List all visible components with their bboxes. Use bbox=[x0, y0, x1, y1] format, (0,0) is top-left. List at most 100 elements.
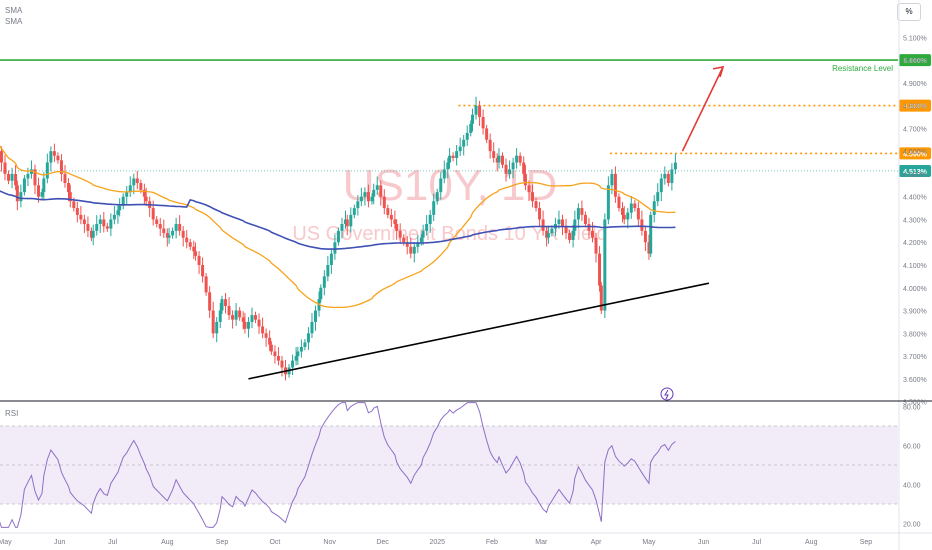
candle-body[interactable] bbox=[118, 205, 122, 211]
candle-body[interactable] bbox=[458, 146, 462, 152]
candle-body[interactable] bbox=[42, 178, 46, 193]
candle-body[interactable] bbox=[666, 173, 670, 184]
candle-body[interactable] bbox=[329, 253, 333, 265]
candle-body[interactable] bbox=[273, 351, 277, 357]
candle-body[interactable] bbox=[59, 160, 63, 174]
candle-body[interactable] bbox=[386, 208, 390, 215]
candle-body[interactable] bbox=[188, 242, 192, 247]
candle-body[interactable] bbox=[268, 337, 272, 345]
candle-body[interactable] bbox=[310, 321, 314, 334]
candle-body[interactable] bbox=[19, 192, 23, 202]
candle-body[interactable] bbox=[504, 164, 508, 174]
candle-body[interactable] bbox=[576, 208, 580, 220]
candle-body[interactable] bbox=[629, 203, 633, 213]
candle-body[interactable] bbox=[448, 155, 452, 163]
candle-body[interactable] bbox=[95, 224, 99, 231]
candle-body[interactable] bbox=[594, 237, 598, 254]
candle-body[interactable] bbox=[636, 208, 640, 220]
candle-body[interactable] bbox=[116, 210, 120, 215]
candle-body[interactable] bbox=[128, 185, 132, 193]
candle-body[interactable] bbox=[531, 192, 535, 202]
candle-body[interactable] bbox=[546, 233, 550, 238]
sma-short-line[interactable] bbox=[0, 140, 676, 309]
candle-body[interactable] bbox=[534, 201, 538, 209]
candle-body[interactable] bbox=[68, 192, 72, 202]
candle-body[interactable] bbox=[167, 235, 171, 238]
candle-body[interactable] bbox=[372, 189, 376, 197]
candle-body[interactable] bbox=[622, 214, 626, 220]
candle-body[interactable] bbox=[201, 265, 205, 277]
candle-body[interactable] bbox=[640, 219, 644, 231]
candle-body[interactable] bbox=[72, 201, 76, 209]
candle-body[interactable] bbox=[139, 183, 143, 190]
candle-body[interactable] bbox=[174, 224, 178, 231]
candle-body[interactable] bbox=[10, 173, 14, 181]
candle-body[interactable] bbox=[432, 201, 436, 215]
candle-body[interactable] bbox=[670, 169, 674, 184]
candle-body[interactable] bbox=[86, 224, 90, 231]
candle-body[interactable] bbox=[121, 196, 125, 206]
candle-body[interactable] bbox=[568, 233, 572, 240]
candle-body[interactable] bbox=[171, 230, 175, 236]
candle-body[interactable] bbox=[261, 326, 265, 334]
candle-body[interactable] bbox=[192, 246, 196, 252]
candle-body[interactable] bbox=[49, 151, 53, 163]
candle-body[interactable] bbox=[469, 123, 473, 133]
candle-body[interactable] bbox=[356, 201, 360, 209]
candle-body[interactable] bbox=[269, 344, 273, 352]
candle-body[interactable] bbox=[303, 342, 307, 347]
candle-body[interactable] bbox=[197, 255, 201, 265]
candle-body[interactable] bbox=[398, 230, 402, 238]
percent-scale-button[interactable]: % bbox=[897, 3, 921, 21]
candle-body[interactable] bbox=[508, 169, 512, 174]
candle-body[interactable] bbox=[610, 173, 614, 186]
candle-body[interactable] bbox=[299, 346, 303, 352]
sma-legend-1[interactable]: SMA bbox=[5, 6, 23, 15]
candle-body[interactable] bbox=[151, 208, 155, 220]
candle-body[interactable] bbox=[511, 162, 515, 170]
candle-body[interactable] bbox=[158, 224, 162, 229]
candle-body[interactable] bbox=[257, 319, 261, 327]
candle-body[interactable] bbox=[523, 173, 527, 186]
candle-body[interactable] bbox=[14, 173, 18, 186]
candle-body[interactable] bbox=[326, 265, 330, 277]
candle-body[interactable] bbox=[416, 242, 420, 247]
candle-body[interactable] bbox=[56, 155, 60, 161]
candle-body[interactable] bbox=[402, 237, 406, 243]
candle-body[interactable] bbox=[181, 230, 185, 238]
candle-body[interactable] bbox=[590, 230, 594, 238]
candle-body[interactable] bbox=[333, 242, 337, 254]
candle-body[interactable] bbox=[135, 178, 139, 184]
candle-body[interactable] bbox=[538, 208, 542, 220]
candle-body[interactable] bbox=[40, 192, 44, 197]
candle-body[interactable] bbox=[599, 285, 603, 311]
candle-body[interactable] bbox=[481, 116, 485, 129]
candle-body[interactable] bbox=[98, 219, 102, 225]
candle-body[interactable] bbox=[375, 185, 379, 190]
candle-body[interactable] bbox=[142, 189, 146, 197]
candle-body[interactable] bbox=[67, 183, 71, 193]
candle-body[interactable] bbox=[518, 155, 522, 163]
candle-body[interactable] bbox=[215, 321, 219, 334]
candle-body[interactable] bbox=[243, 321, 247, 329]
rsi-line[interactable] bbox=[0, 402, 676, 528]
candle-body[interactable] bbox=[485, 128, 489, 140]
candle-body[interactable] bbox=[474, 105, 478, 115]
candle-body[interactable] bbox=[673, 162, 677, 170]
candle-body[interactable] bbox=[363, 192, 367, 197]
candle-body[interactable] bbox=[155, 219, 159, 225]
candle-body[interactable] bbox=[465, 132, 469, 140]
candle-body[interactable] bbox=[22, 178, 26, 193]
candle-body[interactable] bbox=[7, 173, 11, 181]
candle-body[interactable] bbox=[421, 230, 425, 238]
trendline[interactable] bbox=[248, 282, 710, 380]
candle-body[interactable] bbox=[109, 219, 113, 229]
candle-body[interactable] bbox=[583, 214, 587, 225]
candle-body[interactable] bbox=[560, 219, 564, 227]
candle-body[interactable] bbox=[557, 219, 561, 225]
candle-body[interactable] bbox=[241, 317, 245, 322]
candle-body[interactable] bbox=[336, 230, 340, 243]
candle-body[interactable] bbox=[314, 310, 318, 322]
candle-body[interactable] bbox=[598, 253, 602, 286]
